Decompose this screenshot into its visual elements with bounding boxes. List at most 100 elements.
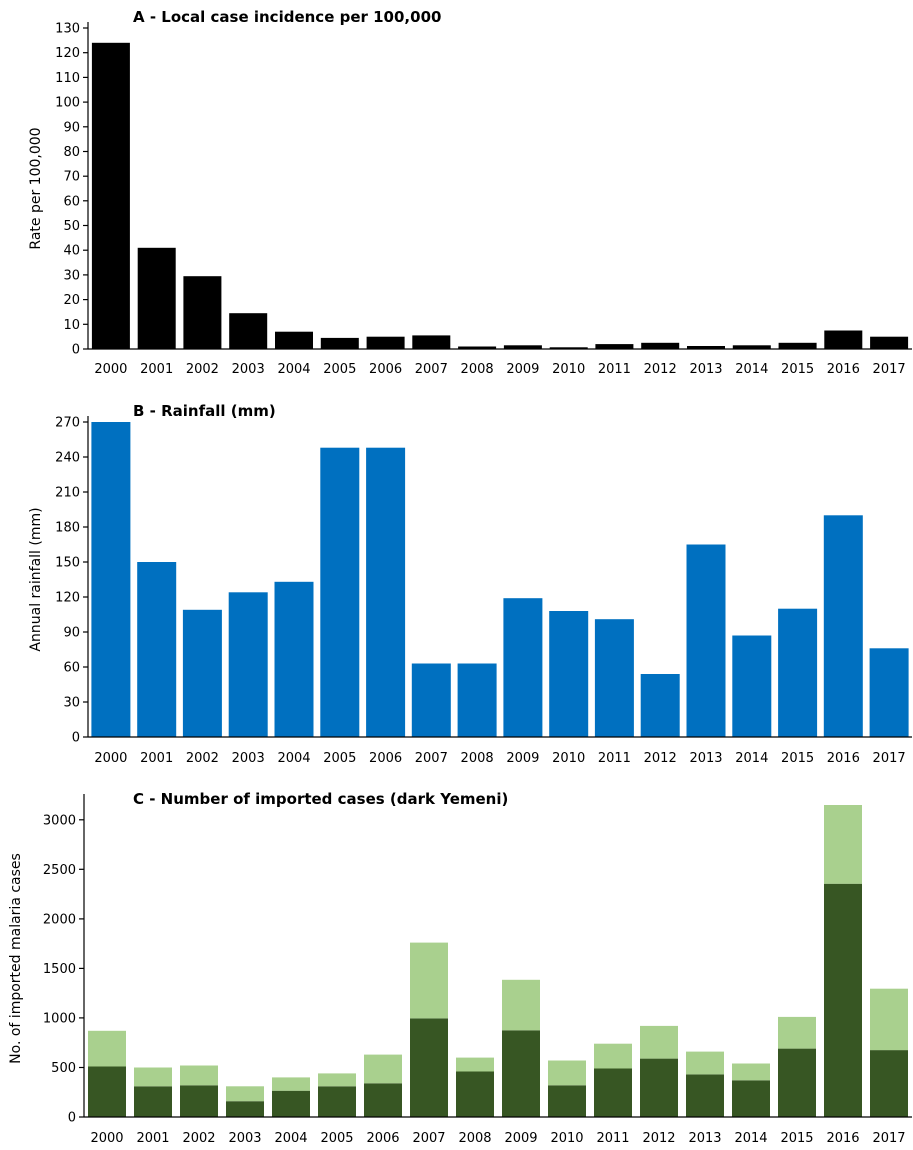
x-tick-label: 2014 bbox=[735, 751, 768, 766]
bar-2009 bbox=[503, 345, 542, 349]
bar-2002 bbox=[183, 276, 222, 349]
bar-2007 bbox=[411, 663, 451, 737]
y-tick-label: 1500 bbox=[43, 962, 76, 977]
bar-2004-series-2 bbox=[272, 1077, 310, 1091]
bar-2006-series-1 bbox=[364, 1083, 402, 1117]
y-tick-label: 60 bbox=[63, 661, 80, 676]
x-tick-label: 2005 bbox=[323, 751, 356, 766]
bar-2016 bbox=[824, 330, 863, 349]
x-tick-label: 2008 bbox=[461, 751, 494, 766]
bar-2015 bbox=[778, 608, 818, 737]
x-tick-label: 2013 bbox=[689, 362, 722, 377]
bar-2003-series-1 bbox=[226, 1101, 264, 1117]
x-tick-label: 2001 bbox=[140, 751, 173, 766]
bar-2011-series-2 bbox=[594, 1043, 632, 1069]
x-tick-label: 2007 bbox=[415, 362, 448, 377]
y-tick-label: 110 bbox=[55, 71, 80, 86]
x-tick-label: 2002 bbox=[182, 1131, 215, 1146]
bar-2005 bbox=[320, 337, 359, 349]
x-tick-label: 2010 bbox=[552, 751, 585, 766]
x-tick-label: 2000 bbox=[94, 362, 127, 377]
bar-2017 bbox=[869, 648, 909, 737]
bar-2003 bbox=[228, 592, 268, 737]
x-tick-label: 2005 bbox=[323, 362, 356, 377]
bar-2008 bbox=[457, 663, 497, 737]
bar-2013-series-2 bbox=[686, 1051, 724, 1075]
bar-2000 bbox=[91, 422, 131, 737]
x-tick-label: 2002 bbox=[186, 751, 219, 766]
x-tick-label: 2014 bbox=[735, 362, 768, 377]
bar-2000 bbox=[91, 42, 130, 350]
bar-2015-series-1 bbox=[778, 1048, 816, 1117]
x-tick-label: 2005 bbox=[320, 1131, 353, 1146]
x-tick-label: 2001 bbox=[140, 362, 173, 377]
bar-2012 bbox=[641, 342, 680, 349]
bar-2009 bbox=[503, 598, 543, 737]
bar-2012-series-2 bbox=[640, 1025, 678, 1059]
bar-2000-series-2 bbox=[88, 1030, 126, 1067]
bar-2016-series-2 bbox=[824, 805, 862, 884]
y-tick-label: 130 bbox=[55, 22, 80, 37]
x-tick-label: 2004 bbox=[277, 362, 310, 377]
y-tick-label: 150 bbox=[55, 556, 80, 571]
x-tick-label: 2000 bbox=[90, 1131, 123, 1146]
x-tick-label: 2015 bbox=[781, 362, 814, 377]
bar-2004 bbox=[274, 581, 314, 737]
y-tick-label: 2000 bbox=[43, 912, 76, 927]
bar-2002-series-1 bbox=[180, 1085, 218, 1117]
bar-2005-series-1 bbox=[318, 1086, 356, 1117]
x-tick-label: 2004 bbox=[277, 751, 310, 766]
bar-2005 bbox=[320, 447, 360, 737]
bar-2015-series-2 bbox=[778, 1016, 816, 1049]
x-tick-label: 2014 bbox=[734, 1131, 767, 1146]
x-tick-label: 2012 bbox=[644, 751, 677, 766]
x-tick-label: 2016 bbox=[826, 1131, 859, 1146]
x-tick-label: 2015 bbox=[780, 1131, 813, 1146]
y-tick-label: 2500 bbox=[43, 863, 76, 878]
x-tick-label: 2003 bbox=[232, 751, 265, 766]
bar-2006 bbox=[366, 447, 406, 737]
panel-title: B - Rainfall (mm) bbox=[133, 402, 276, 420]
y-tick-label: 120 bbox=[55, 591, 80, 606]
x-tick-label: 2000 bbox=[94, 751, 127, 766]
y-tick-label: 90 bbox=[63, 120, 80, 135]
bar-2016-series-1 bbox=[824, 883, 862, 1117]
x-tick-label: 2006 bbox=[369, 362, 402, 377]
y-tick-label: 210 bbox=[55, 486, 80, 501]
bar-2006 bbox=[366, 336, 405, 349]
x-tick-label: 2006 bbox=[366, 1131, 399, 1146]
y-tick-label: 50 bbox=[63, 219, 80, 234]
y-tick-label: 0 bbox=[68, 1111, 76, 1126]
bar-2012-series-1 bbox=[640, 1058, 678, 1117]
y-axis-label: Rate per 100,000 bbox=[28, 127, 44, 249]
bar-2000-series-1 bbox=[88, 1066, 126, 1117]
bar-2013-series-1 bbox=[686, 1074, 724, 1117]
x-tick-label: 2010 bbox=[550, 1131, 583, 1146]
bar-2010 bbox=[549, 611, 589, 737]
x-tick-label: 2012 bbox=[642, 1131, 675, 1146]
y-tick-label: 0 bbox=[72, 343, 80, 358]
x-tick-label: 2008 bbox=[458, 1131, 491, 1146]
x-tick-label: 2012 bbox=[644, 362, 677, 377]
bar-2007-series-1 bbox=[410, 1018, 448, 1117]
bar-2007 bbox=[412, 335, 451, 349]
panel-b: 2000 2001 2002 2003 2004 2005 2006 2007 2008 2009… bbox=[28, 402, 912, 766]
panel-c: 2000 2001 2002 2003 2004 2005 2006 2007 2008 2009… bbox=[8, 790, 912, 1146]
bar-2013 bbox=[687, 346, 725, 349]
bar-2014 bbox=[732, 635, 772, 737]
y-tick-label: 100 bbox=[55, 96, 80, 111]
bar-2003 bbox=[229, 313, 268, 349]
bar-2008 bbox=[458, 346, 497, 349]
x-tick-label: 2009 bbox=[504, 1131, 537, 1146]
bar-2017-series-2 bbox=[870, 988, 908, 1051]
x-tick-label: 2013 bbox=[688, 1131, 721, 1146]
y-tick-label: 30 bbox=[63, 696, 80, 711]
x-tick-label: 2002 bbox=[186, 362, 219, 377]
bar-2003-series-2 bbox=[226, 1086, 264, 1102]
bar-2017-series-1 bbox=[870, 1050, 908, 1117]
bar-2001-series-2 bbox=[134, 1067, 172, 1087]
bar-2004 bbox=[275, 331, 313, 349]
bar-2014 bbox=[732, 345, 771, 349]
x-tick-label: 2017 bbox=[873, 751, 906, 766]
